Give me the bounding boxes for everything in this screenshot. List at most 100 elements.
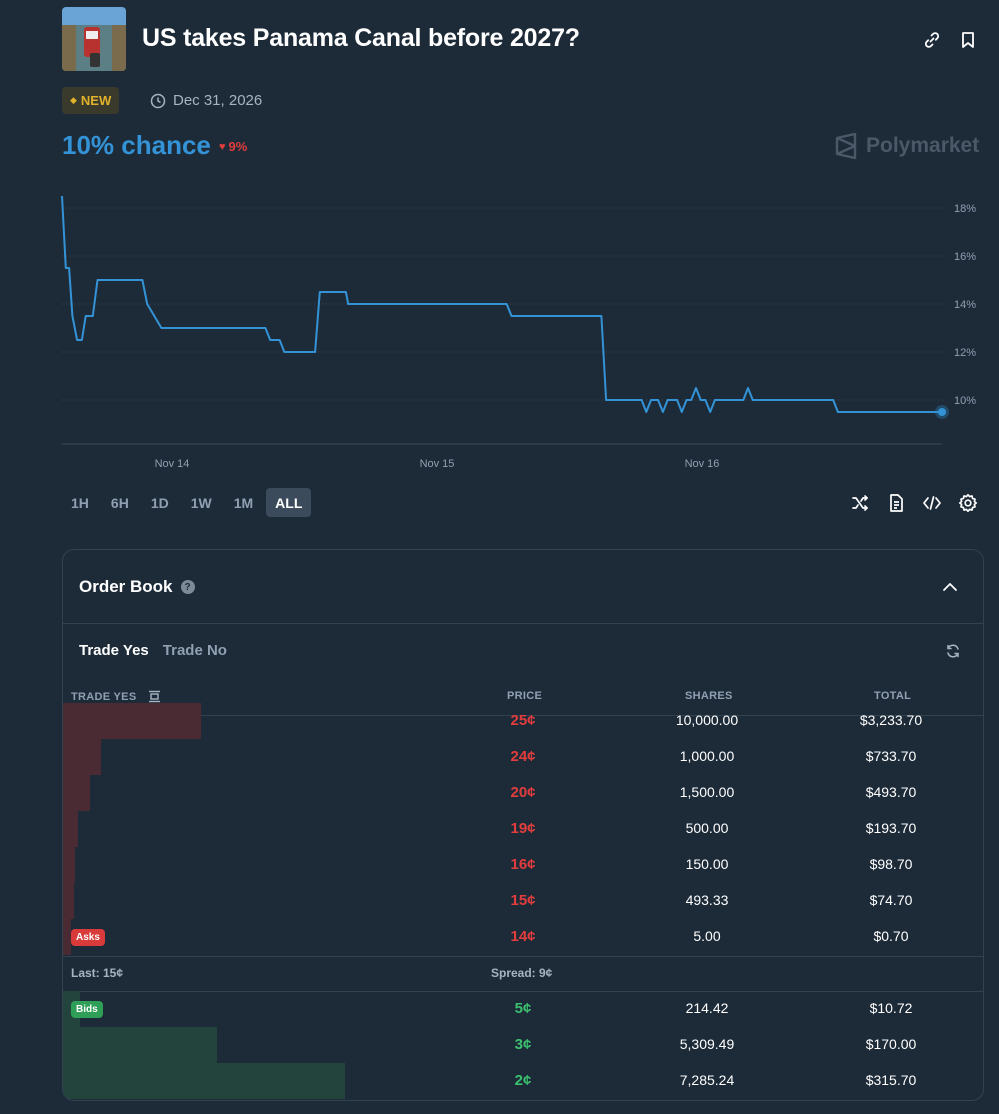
ask-depth-bar — [63, 775, 90, 811]
link-icon[interactable] — [922, 30, 942, 50]
price-chart[interactable]: 18% 16% 14% 12% 10% Nov 14 Nov 15 Nov 16 — [0, 190, 999, 480]
range-button-1m[interactable]: 1M — [233, 494, 254, 511]
shuffle-icon[interactable] — [850, 493, 870, 513]
spread: Spread: 9¢ — [491, 966, 553, 980]
order-book-title-label: Order Book — [79, 577, 173, 596]
col-header-side-label: TRADE YES — [71, 691, 137, 703]
bid-shares: 5,309.49 — [679, 1036, 735, 1052]
ask-depth-bar — [63, 883, 74, 919]
ask-depth-bar — [63, 847, 75, 883]
market-thumbnail — [62, 7, 126, 71]
range-button-1w[interactable]: 1W — [190, 494, 212, 511]
series-line-yes — [61, 195, 942, 413]
ask-total: $74.70 — [869, 892, 913, 908]
bid-price: 3¢ — [514, 1036, 532, 1053]
ask-total: $3,233.70 — [859, 712, 923, 728]
ask-shares: 1,000.00 — [679, 748, 735, 764]
ask-row[interactable]: 15¢ 493.33 $74.70 — [63, 883, 983, 919]
ask-row[interactable]: 20¢ 1,500.00 $493.70 — [63, 775, 983, 811]
ask-shares: 5.00 — [693, 928, 721, 944]
tab-trade-no[interactable]: Trade No — [162, 642, 227, 659]
ask-row[interactable]: 14¢ 5.00 $0.70 — [63, 919, 983, 955]
col-header-total: TOTAL — [874, 690, 912, 702]
ask-depth-bar — [63, 739, 101, 775]
bookmark-icon[interactable] — [958, 30, 978, 50]
bid-price: 5¢ — [514, 1000, 532, 1017]
range-button-1h[interactable]: 1H — [71, 494, 89, 511]
chance-change-label: 9% — [228, 139, 248, 154]
col-header-shares: SHARES — [685, 690, 733, 702]
bid-depth-bar — [63, 1027, 217, 1063]
trade-tabs: Trade Yes Trade No — [79, 642, 227, 659]
range-button-6h[interactable]: 6H — [110, 494, 129, 511]
ask-row[interactable]: 16¢ 150.00 $98.70 — [63, 847, 983, 883]
bid-row[interactable]: 3¢ 5,309.49 $170.00 — [63, 1027, 983, 1063]
ask-price: 15¢ — [510, 892, 536, 909]
ask-total: $98.70 — [869, 856, 913, 872]
help-icon[interactable]: ? — [180, 580, 195, 594]
ask-depth-bar — [63, 703, 201, 739]
bid-total: $10.72 — [869, 1000, 913, 1016]
ask-row[interactable]: 19¢ 500.00 $193.70 — [63, 811, 983, 847]
divider — [63, 715, 983, 716]
bid-shares: 214.42 — [685, 1000, 729, 1016]
ask-row[interactable]: 24¢ 1,000.00 $733.70 — [63, 739, 983, 775]
polymarket-logo: Polymarket — [834, 133, 979, 159]
bid-price: 2¢ — [514, 1072, 532, 1089]
settings-gear-icon[interactable] — [958, 493, 978, 513]
bid-total: $170.00 — [865, 1036, 917, 1052]
ask-price: 20¢ — [510, 784, 536, 801]
col-header-side: TRADE YES — [71, 690, 161, 703]
ask-depth-bar — [63, 811, 78, 847]
divider — [63, 991, 983, 992]
y-tick-label: 16% — [954, 251, 976, 263]
down-arrow-icon: ♥ — [219, 140, 226, 153]
document-icon[interactable] — [886, 493, 906, 513]
new-badge-label: NEW — [80, 93, 112, 108]
ask-shares: 500.00 — [685, 820, 729, 836]
chevron-up-icon[interactable] — [941, 578, 959, 596]
ask-price: 19¢ — [510, 820, 536, 837]
y-tick-label: 18% — [954, 203, 976, 215]
collapse-rows-icon[interactable] — [148, 690, 161, 703]
polymarket-logo-icon — [835, 133, 857, 159]
range-button-all[interactable]: ALL — [266, 488, 312, 517]
y-tick-label: 14% — [954, 299, 976, 311]
order-book-panel: Order Book ? Trade Yes Trade No TRADE YE… — [62, 549, 984, 1101]
x-tick-label: Nov 14 — [155, 458, 190, 470]
ask-price: 16¢ — [510, 856, 536, 873]
ask-shares: 10,000.00 — [675, 712, 739, 728]
time-range-selector: 1H 6H 1D 1W 1M ALL — [62, 488, 312, 517]
refresh-icon[interactable] — [945, 643, 961, 659]
end-date-label: Dec 31, 2026 — [173, 92, 263, 109]
bid-total: $315.70 — [865, 1072, 917, 1088]
end-date: Dec 31, 2026 — [150, 92, 262, 109]
y-tick-label: 10% — [954, 395, 976, 407]
order-book-header[interactable]: Order Book ? — [63, 550, 983, 624]
ask-total: $193.70 — [865, 820, 917, 836]
bid-depth-bar — [63, 1063, 345, 1099]
ask-shares: 1,500.00 — [679, 784, 735, 800]
ask-price: 14¢ — [510, 928, 536, 945]
clock-icon — [150, 93, 166, 108]
embed-code-icon[interactable] — [922, 493, 942, 513]
bid-shares: 7,285.24 — [679, 1072, 735, 1088]
bid-row[interactable]: 2¢ 7,285.24 $315.70 — [63, 1063, 983, 1099]
bid-row[interactable]: 5¢ 214.42 $10.72 — [63, 991, 983, 1027]
ask-row[interactable]: 25¢ 10,000.00 $3,233.70 — [63, 703, 983, 739]
ask-total: $0.70 — [873, 928, 909, 944]
x-tick-label: Nov 16 — [685, 458, 720, 470]
chance-value: 10% chance — [62, 130, 211, 160]
last-price: Last: 15¢ — [71, 966, 124, 980]
ask-total: $493.70 — [865, 784, 917, 800]
range-button-1d[interactable]: 1D — [150, 494, 169, 511]
x-tick-label: Nov 15 — [420, 458, 455, 470]
ask-depth-bar — [63, 919, 71, 955]
tab-trade-yes[interactable]: Trade Yes — [79, 642, 149, 659]
ask-shares: 150.00 — [685, 856, 729, 872]
new-badge: ◆ NEW — [62, 87, 120, 114]
chance-change: ♥ 9% — [219, 139, 247, 154]
order-book-title: Order Book ? — [79, 577, 195, 597]
y-tick-label: 12% — [954, 347, 976, 359]
diamond-icon: ◆ — [70, 95, 77, 105]
